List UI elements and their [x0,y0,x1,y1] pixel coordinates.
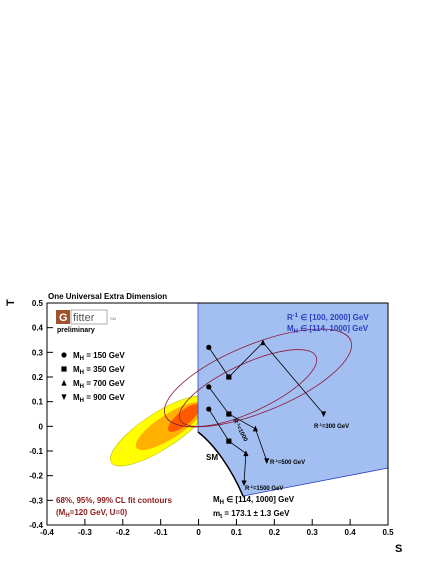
marker [206,384,212,390]
legend-label: MH = 350 GeV [73,365,125,376]
y-tick-label: -0.4 [29,521,43,530]
annotation: MH ∈ [114, 1000] GeV [287,324,369,335]
legend-marker [61,352,67,358]
marks [206,339,327,487]
logo-text: G [59,312,68,324]
x-tick-label: 0 [196,528,201,537]
x-tick-label: 0.2 [269,528,281,537]
frame [46,302,389,526]
logo-box [56,310,70,324]
x-tick-label: -0.3 [78,528,92,537]
marker [252,425,258,432]
x-tick-label: 0.1 [231,528,243,537]
marker [226,438,232,444]
r-curve [208,341,324,415]
y-tick-label: -0.3 [29,496,43,505]
x-tick-label: 0.5 [382,528,394,537]
y-tick-label: -0.1 [29,447,43,456]
y-tick-label: 0.1 [32,398,44,407]
annotation: 68%, 95%, 99% CL fit contours [56,496,172,505]
annotation: MH ∈ [114, 1000] GeV [213,495,295,506]
logo-box [70,309,108,325]
x-axis-label: S [395,543,402,555]
preliminary: preliminary [57,327,95,334]
y-tick-label: 0.2 [32,373,44,382]
marker [226,411,232,417]
sm-curve [197,431,244,497]
y-tick-label: 0.5 [32,299,44,308]
legend-text: = 900 GeV [84,393,125,402]
r-curve [208,408,247,484]
marker [241,480,247,487]
annotation: R-1=300 GeV [314,422,349,430]
legend-marker [61,379,67,386]
marker [206,406,212,412]
x-tick-label: 0.3 [307,528,319,537]
contour-68 [168,404,200,432]
marker [264,458,270,464]
mh-ellipse [164,328,352,428]
legend-marker [61,366,67,372]
legend-label: MH = 150 GeV [73,351,125,362]
annotation: R-1 ∈ [100, 2000] GeV [287,313,369,322]
y-tick-label: 0 [39,422,44,431]
marker [320,411,327,418]
marker [206,344,212,350]
logo-text: SM [110,316,116,321]
logo-text: fitter [73,312,95,324]
legend-text: M [73,393,80,402]
legend-text: M [73,379,80,388]
legend-text: = 150 GeV [84,351,125,360]
annotation: mt = 173.1 ± 1.3 GeV [213,509,290,520]
marker [260,339,266,346]
legend-text: = 350 GeV [84,365,125,374]
legend-text: H [80,398,84,404]
chart-title: One Universal Extra Dimension [48,292,167,301]
legend-label: MH = 700 GeV [73,379,125,390]
legend-text: = 700 GeV [84,379,125,388]
marker [243,450,249,457]
legend-text: M [73,365,80,374]
mh-ellipse [178,349,318,427]
legend-text: H [80,370,84,376]
legend-text: H [80,356,84,362]
y-tick-label: 0.4 [32,324,44,333]
annotation: R-1=500 GeV [270,458,305,466]
annotation: (MH=120 GeV, U=0) [56,508,128,519]
x-tick-label: -0.1 [154,528,168,537]
legend-text: H [80,384,84,390]
legend-text: M [73,351,80,360]
legend-marker [61,394,67,401]
marker [226,374,232,380]
x-tick-label: 0.4 [345,528,357,537]
y-tick-label: 0.3 [32,348,44,357]
annotation: R-1=1500 GeV [245,484,283,492]
legend-label: MH = 900 GeV [73,393,125,404]
y-tick-label: -0.2 [29,472,43,481]
r-curve [208,386,268,462]
plot-area [110,302,389,497]
y-axis-label: T [5,299,17,306]
x-tick-label: -0.4 [40,528,54,537]
annotation: SM [206,453,218,462]
x-tick-label: -0.2 [116,528,130,537]
